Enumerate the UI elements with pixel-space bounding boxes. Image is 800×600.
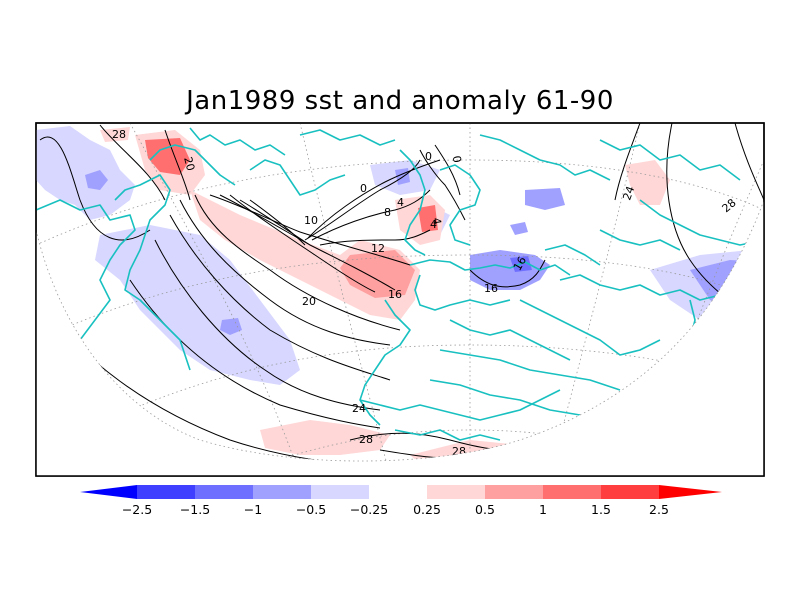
colorbar-bin xyxy=(427,485,485,499)
colorbar-tick-label: −1.5 xyxy=(180,502,210,517)
colorbar-tick-label: −0.5 xyxy=(296,502,326,517)
colorbar-bin xyxy=(253,485,311,499)
positive-anomaly-fill xyxy=(100,127,670,473)
contour-label: 4 xyxy=(430,217,444,226)
contour-label: 24 xyxy=(620,184,637,202)
colorbar-tick-label: −2.5 xyxy=(122,502,152,517)
contour-label: 4 xyxy=(430,218,437,231)
contour-label: 20 xyxy=(302,295,316,308)
colorbar-bin xyxy=(601,485,659,499)
colorbar-tick-label: 0.5 xyxy=(475,502,495,517)
contour-label: 0 xyxy=(360,182,367,195)
contour-label: 20 xyxy=(181,155,197,172)
colorbar-tick-label: −1 xyxy=(244,502,262,517)
colorbar-arrow-max xyxy=(659,485,722,499)
colorbar-arrow-min xyxy=(80,485,137,499)
coastlines xyxy=(36,127,764,441)
contour-label: 10 xyxy=(304,214,318,227)
projection-mask xyxy=(36,200,764,476)
colorbar: −2.5 −1.5 −1 −0.5 −0.25 0.25 0.5 1 1.5 2… xyxy=(80,485,722,517)
contour-label: 12 xyxy=(371,242,385,255)
contour-label: 0 xyxy=(450,155,464,164)
contour-label: 8 xyxy=(384,206,391,219)
contour-label: 0 xyxy=(425,150,432,163)
contour-label: 24 xyxy=(352,402,366,415)
contour-label: 16 xyxy=(511,254,529,273)
colorbar-tick-label: −0.25 xyxy=(350,502,388,517)
map-title: Jan1989 sst and anomaly 61-90 xyxy=(186,86,614,116)
contour-labels: 28 20 0 0 4 8 10 4 12 16 20 24 28 28 24 … xyxy=(112,128,739,458)
contour-label: 16 xyxy=(388,288,402,301)
colorbar-tick-label: 2.5 xyxy=(649,502,669,517)
colorbar-bin xyxy=(543,485,601,499)
colorbar-tick-label: 1 xyxy=(539,502,547,517)
contour-label: 16 xyxy=(484,282,498,295)
colorbar-bin xyxy=(369,485,427,499)
colorbar-bin xyxy=(485,485,543,499)
contour-label: 28 xyxy=(112,128,126,141)
contour-label: 4 xyxy=(397,196,404,209)
colorbar-bin xyxy=(137,485,195,499)
colorbar-tick-label: 1.5 xyxy=(591,502,611,517)
colorbar-tick-label: 0.25 xyxy=(413,502,441,517)
colorbar-bin xyxy=(311,485,369,499)
contour-label: 28 xyxy=(359,433,373,446)
colorbar-bin xyxy=(195,485,253,499)
